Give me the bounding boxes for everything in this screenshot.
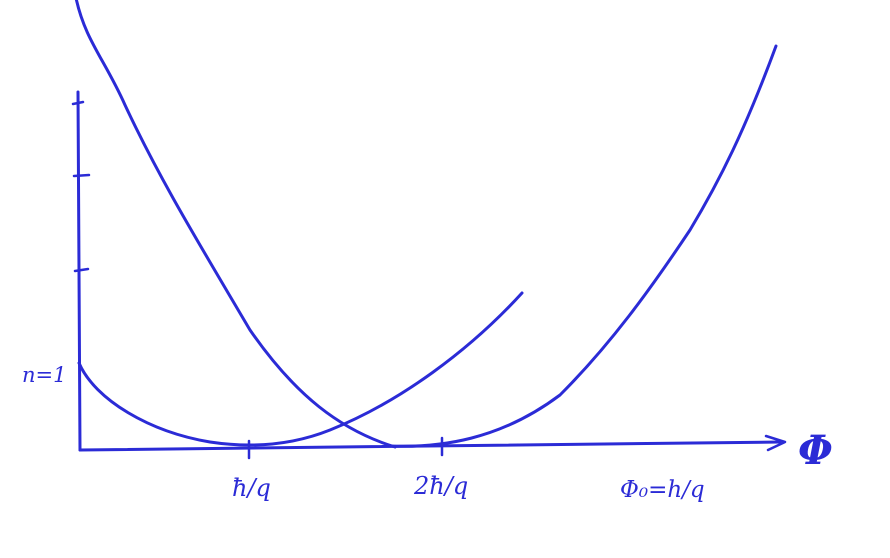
y-marker-label: n=1 <box>22 363 66 387</box>
y-tick-1 <box>71 100 85 106</box>
x-tick-2-label: 2ħ/q <box>413 472 468 500</box>
parabola-n3-curve <box>388 44 778 448</box>
x-tick-1-label: ħ/q <box>232 474 271 502</box>
parabola-n2-curve <box>74 0 397 449</box>
x-axis-label: Φ <box>798 427 833 474</box>
y-tick-2 <box>72 173 91 178</box>
y-axis <box>71 90 91 452</box>
parabola-n1-curve <box>77 291 524 447</box>
x-axis <box>78 434 787 460</box>
x-tick-3-label: Φ₀=h/q <box>620 477 705 503</box>
x-axis-arrowhead <box>764 434 787 452</box>
y-tick-3 <box>73 267 90 273</box>
